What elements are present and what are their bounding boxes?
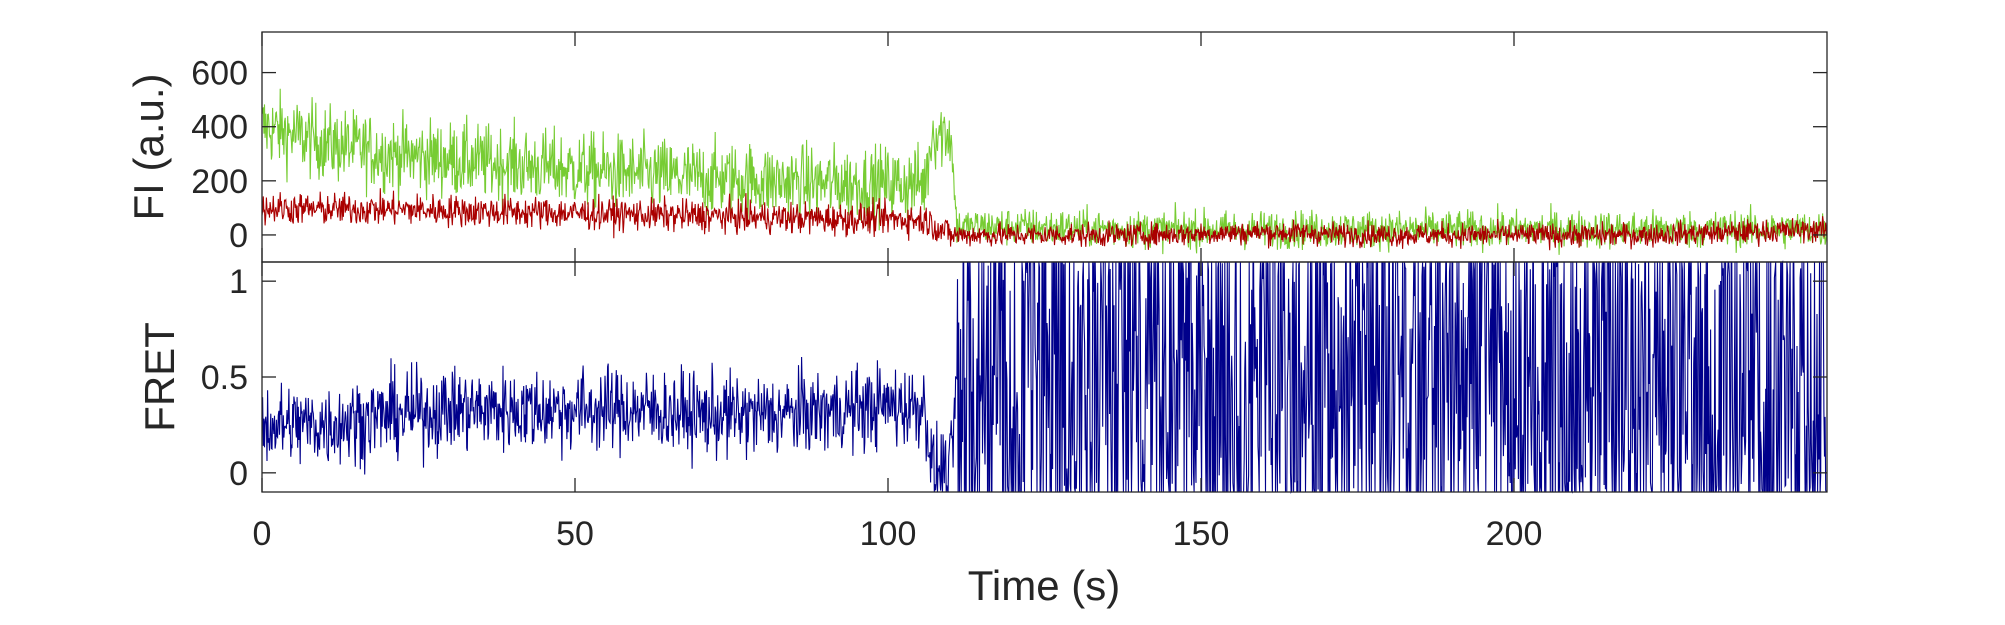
y-tick-label: 400: [191, 109, 248, 147]
top-y-ticks: 0 200 400 600: [191, 32, 1827, 262]
x-axis-title: Time (s): [968, 562, 1120, 609]
x-tick-label: 100: [860, 515, 917, 553]
y-tick-label: 0: [229, 455, 248, 493]
y-tick-label: 200: [191, 163, 248, 201]
bottom-y-axis-title: FRET: [136, 322, 183, 432]
x-tick-label: 50: [556, 515, 594, 553]
x-tick-label: 0: [253, 515, 272, 553]
series-line-fret: [261, 260, 1827, 495]
bottom-x-ticks: 0 50 100 150 200: [253, 515, 1543, 553]
bottom-y-ticks: 00.51: [201, 262, 1827, 493]
series-line-acceptor: [261, 188, 1828, 251]
x-tick-label: 200: [1486, 515, 1543, 553]
y-tick-label: 600: [191, 55, 248, 93]
top-panel: 0 200 400 600 FI (a.u.): [125, 31, 1828, 263]
intensity-traces: [261, 88, 1828, 255]
bottom-panel: 00.51 0 50 100 150 200 FRET Time (s): [136, 260, 1828, 609]
y-tick-label: 0: [229, 217, 248, 255]
fret-traces: [261, 260, 1827, 495]
y-tick-label: 1: [229, 263, 248, 301]
y-tick-label: 0.5: [201, 359, 248, 397]
x-tick-label: 150: [1173, 515, 1230, 553]
top-y-axis-title: FI (a.u.): [125, 73, 172, 220]
